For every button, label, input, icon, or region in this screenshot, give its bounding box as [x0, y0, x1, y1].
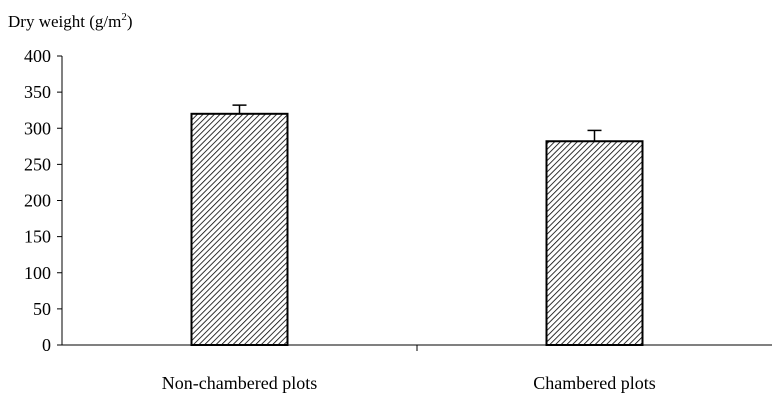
y-tick-label: 50 [33, 299, 51, 319]
y-axis-title: Dry weight (g/m2) [8, 11, 133, 31]
y-tick-label: 150 [24, 227, 51, 247]
y-tick-label: 200 [24, 191, 51, 211]
bar [545, 140, 644, 346]
x-category-label: Chambered plots [533, 373, 655, 393]
y-tick-label: 400 [24, 46, 51, 66]
x-category-label: Non-chambered plots [162, 373, 317, 393]
y-tick-label: 350 [24, 82, 51, 102]
error-bars [232, 104, 602, 142]
y-tick-label: 0 [42, 335, 51, 355]
y-axis-ticks: 0 50 100 150 200 250 300 350 400 [24, 46, 62, 355]
y-tick-label: 250 [24, 154, 51, 174]
bar [190, 112, 289, 346]
bars [190, 112, 644, 346]
y-tick-label: 300 [24, 118, 51, 138]
x-axis-labels: Non-chambered plots Chambered plots [162, 373, 656, 393]
y-tick-label: 100 [24, 263, 51, 283]
